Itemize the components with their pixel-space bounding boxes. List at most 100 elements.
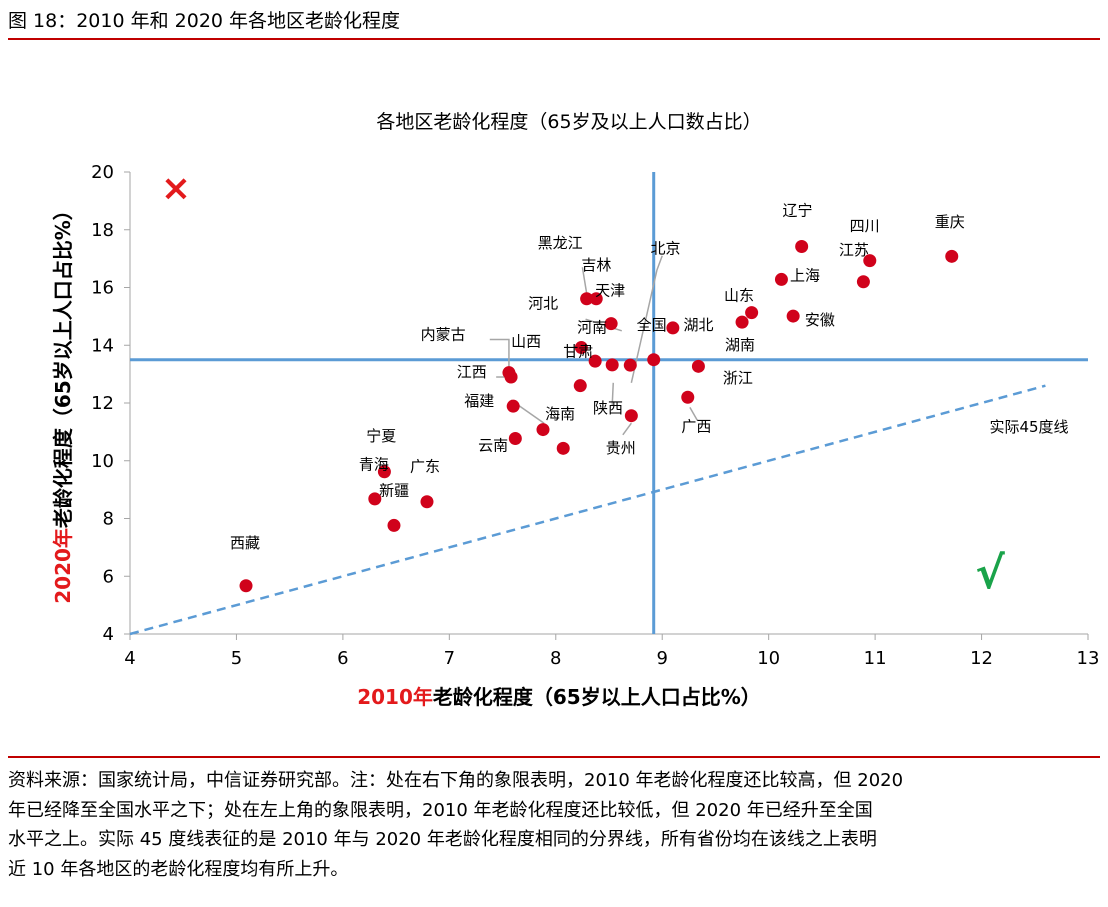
leader-line <box>622 422 632 436</box>
y-tick-label: 16 <box>91 278 114 299</box>
axes: 4 5 6 7 8 9 10 11 12 13 4 6 8 10 12 14 16 18 20 <box>91 162 1099 669</box>
data-point <box>666 321 680 335</box>
point-label: 湖南 <box>725 336 755 354</box>
data-point <box>605 358 619 372</box>
point-label: 吉林 <box>581 256 611 274</box>
point-label: 黑龙江 <box>538 234 583 252</box>
y-tick-label: 8 <box>103 509 114 530</box>
y-tick-label: 4 <box>103 624 114 645</box>
point-label: 四川 <box>850 217 880 235</box>
data-point <box>681 390 695 404</box>
point-label: 福建 <box>464 392 494 410</box>
x-tick-label: 5 <box>231 648 242 669</box>
data-point <box>786 309 800 323</box>
data-point <box>589 292 603 306</box>
chart-title: 各地区老龄化程度（65岁及以上人口数占比） <box>376 111 761 133</box>
x-tick-label: 12 <box>970 648 993 669</box>
data-point <box>745 306 759 320</box>
point-label: 重庆 <box>935 213 965 231</box>
data-point <box>387 518 401 532</box>
point-label: 甘肃 <box>563 343 593 361</box>
point-label: 河北 <box>528 294 558 312</box>
figure-title: 图 18：2010 年和 2020 年各地区老龄化程度 <box>8 10 401 32</box>
x-tick-label: 9 <box>656 648 667 669</box>
data-point <box>574 341 588 355</box>
data-point <box>735 315 749 329</box>
x-tick-label: 10 <box>757 648 780 669</box>
y-axis-label-text: 老龄化程度（65岁以上人口占比%） <box>51 200 75 528</box>
source-line: 近 10 年各地区的老龄化程度均有所上升。 <box>8 858 349 880</box>
data-point <box>795 239 809 253</box>
point-label: 北京 <box>651 239 681 257</box>
point-label: 贵州 <box>606 439 636 457</box>
point-label: 湖北 <box>684 316 714 334</box>
y-tick-label: 14 <box>91 335 114 356</box>
point-label: 江苏 <box>839 241 869 259</box>
source-note: 资料来源：国家统计局，中信证券研究部。注：处在右下角的象限表明，2010 年老龄… <box>8 766 1100 884</box>
point-label: 安徽 <box>805 311 835 329</box>
x-tick-label: 13 <box>1077 648 1100 669</box>
y-tick-label: 20 <box>91 162 114 183</box>
check-mark-icon: √ <box>975 548 1005 599</box>
y-axis-label-year: 2020年 <box>51 528 75 604</box>
data-point <box>624 409 638 423</box>
point-label: 辽宁 <box>783 202 813 220</box>
data-point <box>573 379 587 393</box>
data-point <box>504 370 518 384</box>
data-point <box>239 579 253 593</box>
point-label: 新疆 <box>379 481 409 499</box>
x-tick-label: 8 <box>550 648 561 669</box>
source-line: 水平之上。实际 45 度线表征的是 2010 年与 2020 年老龄化程度相同的… <box>8 829 877 850</box>
data-point <box>536 423 550 437</box>
data-point <box>588 354 602 368</box>
point-label: 浙江 <box>723 369 753 387</box>
point-label: 全国 <box>637 316 667 334</box>
scatter-chart: 各地区老龄化程度（65岁及以上人口数占比） 4 5 6 7 8 9 10 11 12 13 4 6 8 1… <box>51 111 1099 709</box>
leader-line <box>585 318 623 332</box>
data-point <box>945 249 959 263</box>
diagonal-line-label: 实际45度线 <box>989 418 1068 436</box>
point-label: 山东 <box>724 286 754 304</box>
point-label: 天津 <box>595 282 625 300</box>
y-tick-label: 6 <box>103 566 114 587</box>
source-line: 年已经降至全国水平之下；处在左上角的象限表明，2010 年老龄化程度还比较低，但… <box>8 799 873 821</box>
x-axis-label-text: 老龄化程度（65岁以上人口占比%） <box>433 685 761 709</box>
point-label: 广西 <box>681 417 711 435</box>
data-point <box>647 353 661 367</box>
data-point <box>774 272 788 286</box>
data-point <box>604 317 618 331</box>
data-point <box>506 399 520 413</box>
data-point <box>863 254 877 268</box>
data-point <box>580 292 594 306</box>
point-label: 宁夏 <box>366 427 396 445</box>
point-label: 西藏 <box>230 534 260 552</box>
data-point <box>508 432 522 446</box>
point-label: 海南 <box>545 405 575 423</box>
cross-mark-icon: × <box>161 168 191 209</box>
data-point <box>691 359 705 373</box>
y-tick-label: 10 <box>91 451 114 472</box>
data-point <box>556 441 570 455</box>
leader-line <box>611 382 615 406</box>
leader-line <box>489 338 510 372</box>
point-label: 江西 <box>457 363 487 381</box>
source-line: 资料来源：国家统计局，中信证券研究部。注：处在右下角的象限表明，2010 年老龄… <box>8 770 904 791</box>
data-point <box>377 465 391 479</box>
x-tick-label: 7 <box>444 648 455 669</box>
data-point <box>420 495 434 509</box>
x-axis-label: 2010年老龄化程度（65岁以上人口占比%） <box>357 685 761 709</box>
point-label: 广东 <box>410 458 440 476</box>
point-label: 陕西 <box>593 399 623 417</box>
leader-line <box>630 255 663 383</box>
data-point <box>623 358 637 372</box>
data-points <box>239 239 959 593</box>
point-label: 山西 <box>511 333 541 351</box>
x-tick-label: 6 <box>337 648 348 669</box>
x-axis-label-year: 2010年 <box>357 685 433 709</box>
point-label: 云南 <box>478 436 508 454</box>
point-label: 河南 <box>577 319 607 337</box>
leader-line <box>581 267 588 294</box>
data-point <box>856 275 870 289</box>
leader-line <box>689 406 698 421</box>
